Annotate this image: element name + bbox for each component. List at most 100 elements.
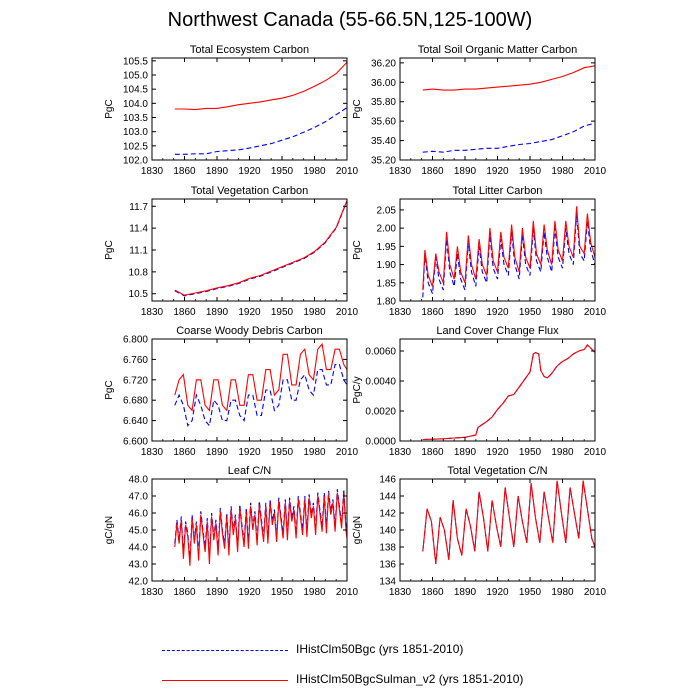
y-tick-label: 6.800 [123,335,148,346]
y-tick-label: 136 [379,560,396,571]
x-tick-label: 2010 [584,166,607,177]
x-tick-label: 1890 [454,166,477,177]
y-axis-label: PgC/y [352,376,363,403]
series-line-bgc [422,344,595,441]
y-tick-label: 103.0 [123,127,148,138]
x-tick-label: 1860 [173,587,196,598]
y-tick-label: 6.640 [123,416,148,427]
x-tick-label: 1950 [271,166,294,177]
x-tick-label: 2010 [336,166,359,177]
plot-frame [151,338,348,442]
x-tick-label: 2010 [584,447,607,458]
y-tick-label: 6.720 [123,375,148,386]
y-tick-label: 103.5 [123,113,148,124]
y-tick-label: 104.0 [123,99,148,110]
x-tick-label: 1890 [206,587,229,598]
y-tick-label: 6.600 [123,437,148,448]
x-tick-label: 1860 [173,166,196,177]
y-tick-label: 6.760 [123,355,148,366]
series-line-sulman [174,200,347,296]
x-tick-label: 1890 [454,587,477,598]
x-tick-label: 1950 [271,447,294,458]
x-tick-label: 1920 [238,447,261,458]
series-line-sulman [422,65,595,91]
figure-title: Northwest Canada (55-66.5N,125-100W) [167,9,533,31]
x-tick-label: 1950 [519,307,542,318]
x-tick-label: 2010 [584,307,607,318]
x-tick-label: 1950 [519,166,542,177]
chart-panel-7: 1830 1860 1890 1920 1950 1980 2010 42.0 43.0 44.0… [104,465,359,598]
panel-title: Leaf C/N [228,465,271,477]
series-line-bgc [174,200,347,297]
y-tick-label: 142 [379,509,396,520]
series-line-sulman [422,206,595,291]
x-tick-label: 1950 [271,587,294,598]
x-tick-label: 1980 [303,447,326,458]
panel-title: Total Soil Organic Matter Carbon [418,44,578,56]
x-tick-label: 1890 [206,166,229,177]
y-tick-label: 140 [379,526,396,537]
x-tick-label: 1920 [486,307,509,318]
y-tick-label: 36.20 [371,58,396,69]
x-tick-label: 1830 [141,587,164,598]
x-tick-label: 1830 [389,166,412,177]
legend-line-bgc [162,650,288,651]
chart-panel-3: 1830 1860 1890 1920 1950 1980 2010 10.5 10.8 11.1… [104,185,359,318]
plot-frame [399,338,596,442]
chart-panel-8: 1830 1860 1890 1920 1950 1980 2010 134 136 138 140… [352,465,607,598]
x-tick-label: 1830 [389,587,412,598]
y-tick-label: 11.4 [129,224,148,235]
legend-label-sulman: IHistClm50BgcSulman_v2 (yrs 1851-2010) [296,672,524,686]
x-tick-label: 1860 [421,307,444,318]
y-tick-label: 1.95 [377,242,397,253]
x-tick-label: 1980 [303,166,326,177]
chart-panel-5: 1830 1860 1890 1920 1950 1980 2010 6.600 6.640 6.… [104,325,359,458]
y-tick-label: 47.0 [129,492,149,503]
series-line-bgc [422,213,595,298]
y-tick-label: 35.40 [371,136,396,147]
y-tick-label: 10.8 [129,267,149,278]
series-line-sulman [174,342,347,412]
y-tick-label: 36.00 [371,78,396,89]
panel-title: Total Vegetation C/N [447,465,547,477]
series-line-sulman [174,492,347,566]
y-tick-label: 102.5 [123,141,148,152]
x-tick-label: 1830 [389,307,412,318]
panel-title: Total Litter Carbon [453,185,543,197]
y-tick-label: 11.7 [129,202,148,213]
y-tick-label: 35.80 [371,97,396,108]
x-tick-label: 1920 [486,447,509,458]
x-tick-label: 1980 [303,307,326,318]
y-tick-label: 134 [379,577,396,588]
x-tick-label: 1890 [454,447,477,458]
y-tick-label: 105.0 [123,71,148,82]
y-tick-label: 42.0 [129,577,149,588]
x-tick-label: 1980 [551,447,574,458]
x-tick-label: 1980 [551,307,574,318]
y-tick-label: 102.0 [123,156,148,167]
x-tick-label: 1890 [454,307,477,318]
series-line-bgc [174,107,347,155]
y-axis-label: PgC [352,240,363,259]
y-tick-label: 1.80 [377,297,397,308]
x-tick-label: 1950 [519,587,542,598]
x-tick-label: 1830 [141,166,164,177]
y-tick-label: 144 [379,492,396,503]
panel-title: Coarse Woody Debris Carbon [176,325,323,337]
x-tick-label: 1920 [238,587,261,598]
x-tick-label: 2010 [336,447,359,458]
y-tick-label: 46.0 [129,509,149,520]
x-tick-label: 1830 [141,447,164,458]
y-tick-label: 35.20 [371,156,396,167]
y-tick-label: 2.00 [377,224,397,235]
y-tick-label: 1.90 [377,260,397,271]
x-tick-label: 2010 [336,587,359,598]
x-tick-label: 1860 [173,307,196,318]
y-tick-label: 138 [379,543,396,554]
y-tick-label: 45.0 [129,526,149,537]
plot-frame [399,57,596,161]
chart-panel-2: 1830 1860 1890 1920 1950 1980 2010 35.20 35.40 35… [352,44,607,177]
y-axis-label: PgC [104,99,115,118]
y-tick-label: 43.0 [129,560,149,571]
